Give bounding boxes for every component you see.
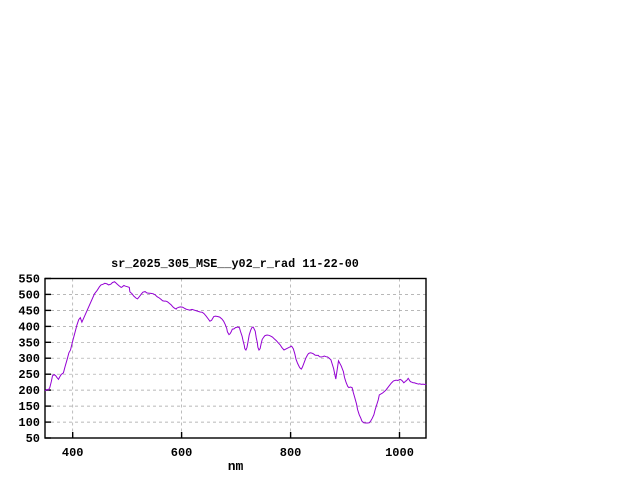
svg-text:350: 350 — [18, 336, 40, 350]
svg-text:300: 300 — [18, 352, 40, 366]
svg-text:sr_2025_305_MSE__y02_r_rad 11-: sr_2025_305_MSE__y02_r_rad 11-22-00 — [111, 257, 359, 271]
svg-text:nm: nm — [228, 459, 244, 474]
svg-text:50: 50 — [26, 432, 40, 446]
svg-text:400: 400 — [62, 446, 84, 460]
svg-text:800: 800 — [280, 446, 302, 460]
svg-text:600: 600 — [171, 446, 193, 460]
svg-text:200: 200 — [18, 384, 40, 398]
svg-text:150: 150 — [18, 400, 40, 414]
svg-text:1000: 1000 — [385, 446, 414, 460]
svg-text:400: 400 — [18, 320, 40, 334]
svg-text:100: 100 — [18, 416, 40, 430]
svg-text:550: 550 — [18, 273, 40, 287]
svg-text:450: 450 — [18, 304, 40, 318]
svg-text:500: 500 — [18, 288, 40, 302]
svg-text:250: 250 — [18, 368, 40, 382]
